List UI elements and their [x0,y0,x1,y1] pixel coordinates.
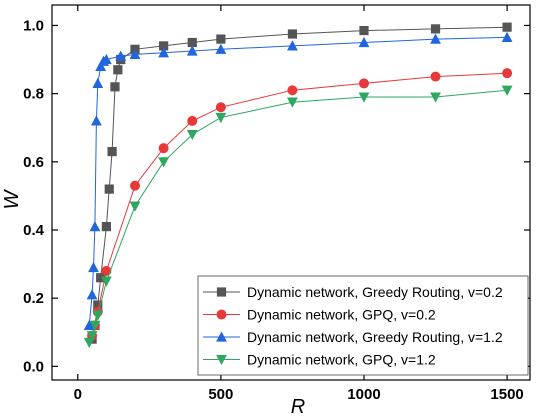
data-point [83,319,95,331]
data-point [430,24,441,34]
legend-marker [216,331,227,342]
data-point [129,201,141,212]
axis-ticks: 0 500 1000 1500 0.0 0.2 0.4 0.6 0.8 1.0 [23,5,530,403]
data-point [358,78,369,89]
data-point [430,71,441,82]
x-tick-label: 500 [208,386,233,403]
legend-marker [216,309,227,320]
legend-marker [216,287,227,297]
data-point [430,33,441,44]
legend-label: Dynamic network, GPQ, v=1.2 [247,352,436,368]
data-point [502,68,513,79]
plot-frame [51,4,531,381]
legend-item: Dynamic network, GPQ, v=1.2 [203,352,436,368]
data-point [287,97,298,108]
data-point [187,37,197,48]
data-point [430,92,441,103]
legend-label: Dynamic network, GPQ, v=0.2 [247,307,436,323]
data-point [96,273,106,283]
data-point [159,41,169,51]
data-point [115,50,127,61]
y-tick-label: 0.0 [23,358,44,375]
data-point [502,22,512,32]
data-point [358,36,370,48]
data-point [158,157,170,168]
data-point [110,82,120,92]
data-point [359,25,369,36]
legend-label: Dynamic network, Greedy Routing, v=0.2 [247,284,503,300]
data-point [358,92,370,103]
x-tick-label: 1000 [347,386,380,403]
data-point [215,102,226,113]
data-point [104,184,114,194]
data-point [130,180,141,191]
series-line [88,36,508,326]
legend-item: Dynamic network, Greedy Routing, v=0.2 [203,284,503,300]
data-point [158,143,169,154]
data-point [501,31,513,42]
data-point [88,261,99,273]
x-tick-label: 0 [74,386,82,403]
data-point [186,129,198,141]
data-point [95,60,107,71]
x-axis-label: R [291,396,305,418]
data-point [89,220,101,232]
data-point [501,85,513,96]
series-4 [83,85,513,349]
data-point [187,115,198,126]
y-tick-label: 0.8 [23,86,44,103]
data-point [215,43,227,54]
y-tick-label: 0.4 [23,222,45,239]
data-point [100,276,112,287]
legend-box [197,275,529,376]
data-point [113,65,123,75]
legend: Dynamic network, Greedy Routing, v=0.2 Dy… [197,275,529,376]
data-point [92,77,104,89]
y-axis-label: W [1,188,23,209]
data-point [101,221,111,232]
legend-label: Dynamic network, Greedy Routing, v=1.2 [247,329,503,345]
data-point [92,310,104,321]
data-point [89,320,101,332]
y-tick-label: 0.6 [23,154,44,171]
data-point [186,45,198,56]
x-tick-label: 1500 [490,386,523,403]
legend-marker [216,354,227,366]
series-3 [83,31,513,331]
data-point [100,53,112,65]
data-point [287,29,298,39]
data-point [86,289,98,300]
data-point [93,300,103,310]
data-point [215,112,227,124]
y-tick-label: 0.2 [23,290,44,307]
data-point [129,48,141,60]
data-point [90,115,102,126]
data-point [287,85,298,96]
data-point [158,47,170,58]
legend-item: Dynamic network, GPQ, v=0.2 [203,307,436,323]
data-point [86,331,98,342]
series-layer [83,22,513,349]
data-point [107,146,117,157]
data-point [216,34,226,44]
data-point [287,40,298,51]
legend-item: Dynamic network, Greedy Routing, v=1.2 [203,329,503,345]
y-tick-label: 1.0 [23,17,44,34]
